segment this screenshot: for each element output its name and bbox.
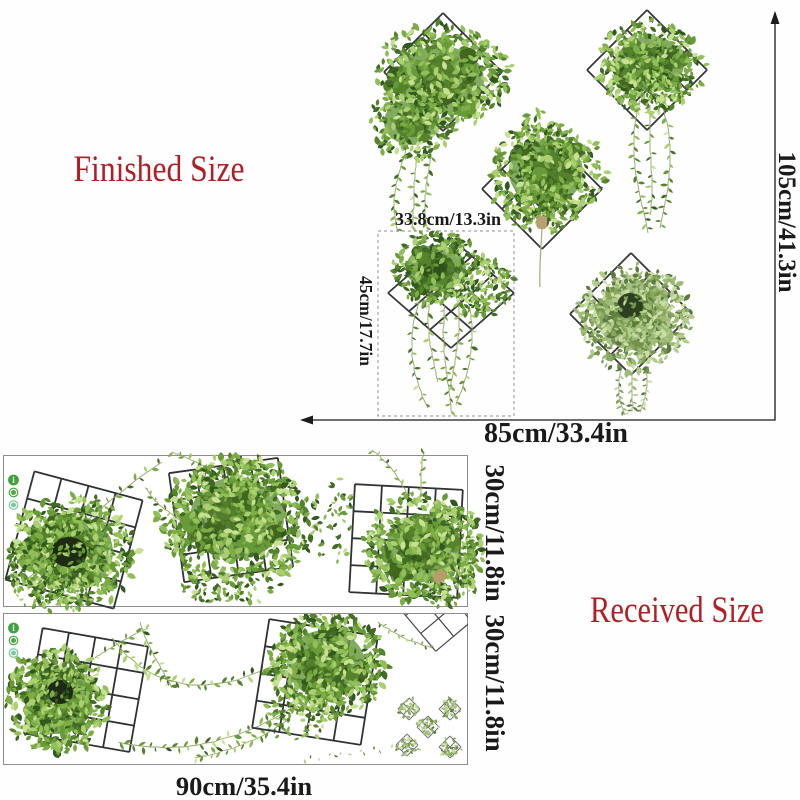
svg-text:85cm/33.4in: 85cm/33.4in (484, 418, 628, 449)
svg-text:30cm/11.8in: 30cm/11.8in (480, 464, 510, 601)
svg-text:Finished Size: Finished Size (74, 149, 245, 190)
svg-text:105cm/41.3in: 105cm/41.3in (773, 152, 800, 293)
svg-text:i: i (12, 475, 15, 485)
svg-text:45cm/17.7in: 45cm/17.7in (356, 276, 376, 366)
svg-text:30cm/11.8in: 30cm/11.8in (480, 614, 510, 751)
svg-text:Received Size: Received Size (590, 590, 764, 631)
svg-text:33.8cm/13.3in: 33.8cm/13.3in (395, 209, 501, 229)
svg-text:90cm/35.4in: 90cm/35.4in (176, 771, 312, 800)
svg-text:i: i (12, 623, 15, 633)
